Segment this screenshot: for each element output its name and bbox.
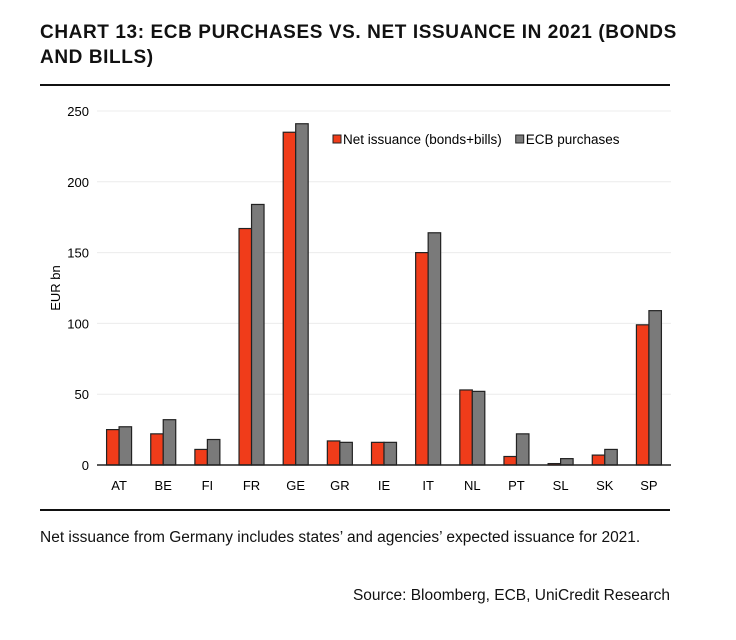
bar-net-issuance-GE: [282, 131, 297, 466]
legend-label: Net issuance (bonds+bills): [343, 132, 502, 147]
x-tick-label: PT: [508, 478, 525, 493]
bar-net-issuance-BE: [150, 433, 164, 466]
x-tick-label: NL: [464, 478, 481, 493]
bar-ecb-purchases-GE: [295, 123, 309, 466]
bar-ecb-purchases-SP: [648, 310, 663, 466]
x-tick-label: SK: [596, 478, 614, 493]
y-tick-label: 0: [82, 458, 89, 473]
x-tick-label: GE: [286, 478, 305, 493]
x-tick-label: FI: [202, 478, 214, 493]
bar-net-issuance-PT: [503, 455, 518, 466]
x-tick-label: SP: [640, 478, 657, 493]
bar-net-issuance-FR: [238, 227, 253, 466]
bar-net-issuance-IE: [370, 441, 385, 466]
legend-swatch: [515, 134, 525, 144]
y-axis-label: EUR bn: [48, 265, 63, 311]
y-tick-label: 50: [75, 387, 89, 402]
bar-ecb-purchases-SK: [604, 448, 618, 466]
bar-ecb-purchases-SL: [560, 458, 574, 466]
bottom-rule: [40, 509, 670, 511]
bar-ecb-purchases-GR: [339, 441, 353, 466]
legend-swatch: [332, 134, 342, 144]
bar-ecb-purchases-NL: [471, 390, 486, 466]
bar-ecb-purchases-AT: [118, 426, 133, 466]
y-tick-label: 250: [67, 104, 89, 119]
bar-net-issuance-IT: [415, 252, 429, 466]
bar-net-issuance-SK: [591, 454, 606, 466]
bar-net-issuance-AT: [105, 429, 120, 466]
bar-net-issuance-SP: [635, 324, 650, 466]
x-tick-label: FR: [243, 478, 260, 493]
x-tick-label: GR: [330, 478, 350, 493]
y-tick-label: 150: [67, 246, 89, 261]
bar-net-issuance-GR: [326, 440, 341, 466]
bar-ecb-purchases-PT: [515, 433, 530, 466]
y-tick-label: 100: [67, 316, 89, 331]
bar-net-issuance-FI: [194, 448, 208, 466]
bar-ecb-purchases-FI: [206, 438, 221, 466]
bar-net-issuance-NL: [459, 389, 473, 466]
bar-ecb-purchases-FR: [250, 203, 265, 466]
legend-label: ECB purchases: [526, 132, 620, 147]
x-tick-label: AT: [111, 478, 127, 493]
top-rule: [40, 84, 670, 86]
bar-ecb-purchases-IT: [427, 232, 442, 466]
x-tick-label: BE: [155, 478, 173, 493]
x-tick-label: IT: [422, 478, 434, 493]
chart-title: CHART 13: ECB PURCHASES VS. NET ISSUANCE…: [40, 22, 677, 68]
x-tick-label: SL: [553, 478, 569, 493]
chart-source: Source: Bloomberg, ECB, UniCredit Resear…: [352, 587, 670, 604]
bar-ecb-purchases-IE: [383, 441, 398, 466]
chart-note: Net issuance from Germany includes state…: [40, 529, 641, 546]
x-tick-label: IE: [378, 478, 391, 493]
y-tick-label: 200: [67, 175, 89, 190]
bar-ecb-purchases-BE: [162, 419, 177, 466]
